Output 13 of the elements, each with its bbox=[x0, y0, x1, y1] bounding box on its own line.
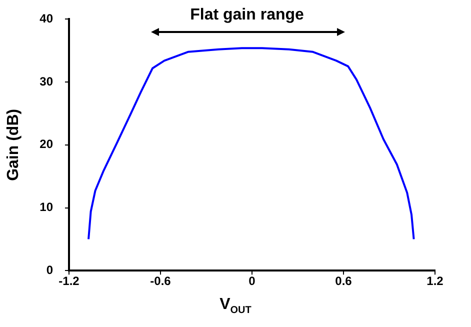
x-tick-label: 0 bbox=[248, 274, 256, 288]
y-tick-label: 0 bbox=[46, 262, 54, 277]
x-tick-label: -0.6 bbox=[150, 274, 172, 288]
annotation: Flat gain range bbox=[190, 6, 304, 24]
y-tick-label: 20 bbox=[40, 137, 54, 152]
y-tick-label: 40 bbox=[40, 12, 54, 26]
x-axis-title: V$_{OUT}$ bbox=[218, 296, 252, 316]
y-axis-title: Gain (dB) bbox=[5, 108, 22, 181]
x-tick-label: 0.6 bbox=[335, 274, 352, 288]
x-tick-label: -1.2 bbox=[58, 274, 80, 288]
y-tick-label: 10 bbox=[40, 200, 54, 214]
x-tick-label: 1.2 bbox=[426, 274, 444, 288]
y-tick-label: 30 bbox=[40, 74, 54, 88]
